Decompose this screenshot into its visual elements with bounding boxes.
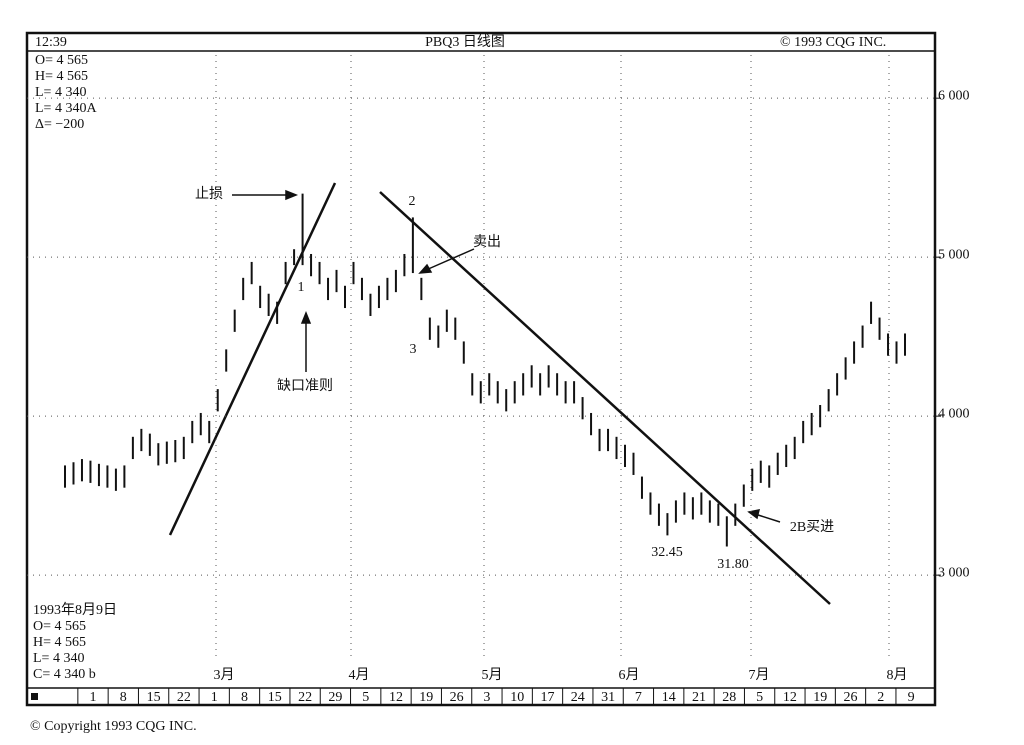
info-top: Δ= −200 [35, 117, 84, 132]
week-label: 14 [662, 690, 676, 705]
week-label: 28 [722, 690, 736, 705]
info-bottom: 1993年8月9日 [33, 602, 117, 618]
y-tick-label: 6 000 [938, 88, 970, 103]
week-label: 15 [147, 690, 161, 705]
week-label: 12 [783, 690, 797, 705]
info-top: H= 4 565 [35, 69, 88, 84]
week-label: 3 [483, 690, 490, 705]
week-label: 15 [268, 690, 282, 705]
month-label: 4月 [349, 667, 370, 683]
week-label: 1 [211, 690, 218, 705]
week-label: 26 [844, 690, 858, 705]
week-label: 8 [241, 690, 248, 705]
annotation: 2 [409, 194, 416, 209]
week-label: 29 [328, 690, 342, 705]
y-tick-label: 3 000 [938, 565, 970, 580]
week-label: 9 [908, 690, 915, 705]
annotation: 缺口准则 [277, 378, 333, 394]
frame [25, 31, 937, 707]
time: 12:39 [35, 35, 67, 50]
week-label: 1 [90, 690, 97, 705]
week-label: 10 [510, 690, 524, 705]
week-label: 26 [450, 690, 464, 705]
week-label: 12 [389, 690, 403, 705]
annotation: 31.80 [717, 557, 749, 572]
week-label: 31 [601, 690, 615, 705]
copyright: © 1993 CQG INC. [780, 35, 886, 50]
info-top: O= 4 565 [35, 53, 88, 68]
month-label: 3月 [214, 667, 235, 683]
annotation: 止损 [195, 186, 223, 202]
annotation: 1 [298, 280, 305, 295]
arrows [232, 189, 781, 523]
month-label: 6月 [619, 667, 640, 683]
week-label: 19 [813, 690, 827, 705]
week-label: 8 [120, 690, 127, 705]
chart-title: PBQ3 日线图 [425, 34, 505, 50]
month-label: 8月 [887, 667, 908, 683]
week-label: 24 [571, 690, 585, 705]
info-bottom: L= 4 340 [33, 651, 84, 666]
week-label: 17 [541, 690, 555, 705]
info-top: L= 4 340 [35, 85, 86, 100]
y-tick-label: 4 000 [938, 406, 970, 421]
info-top: L= 4 340A [35, 101, 97, 116]
week-label: 2 [877, 690, 884, 705]
week-label: 21 [692, 690, 706, 705]
week-label: 7 [635, 690, 642, 705]
week-label: 5 [756, 690, 763, 705]
annotation: 3 [410, 342, 417, 357]
trend-line [168, 182, 337, 536]
info-bottom: H= 4 565 [33, 635, 86, 650]
annotation: 2B买进 [790, 519, 834, 535]
week-label: 19 [419, 690, 433, 705]
month-label: 5月 [482, 667, 503, 683]
month-label: 7月 [749, 667, 770, 683]
info-bottom: O= 4 565 [33, 619, 86, 634]
y-tick-label: 5 000 [938, 247, 970, 262]
footer: © Copyright 1993 CQG INC. [30, 719, 197, 734]
marker [31, 693, 38, 700]
annotation: 卖出 [473, 234, 501, 250]
week-label: 5 [362, 690, 369, 705]
annotation: 32.45 [651, 545, 683, 560]
trend-line [379, 191, 831, 605]
week-label: 22 [177, 690, 191, 705]
week-label: 22 [298, 690, 312, 705]
info-bottom: C= 4 340 b [33, 667, 96, 682]
